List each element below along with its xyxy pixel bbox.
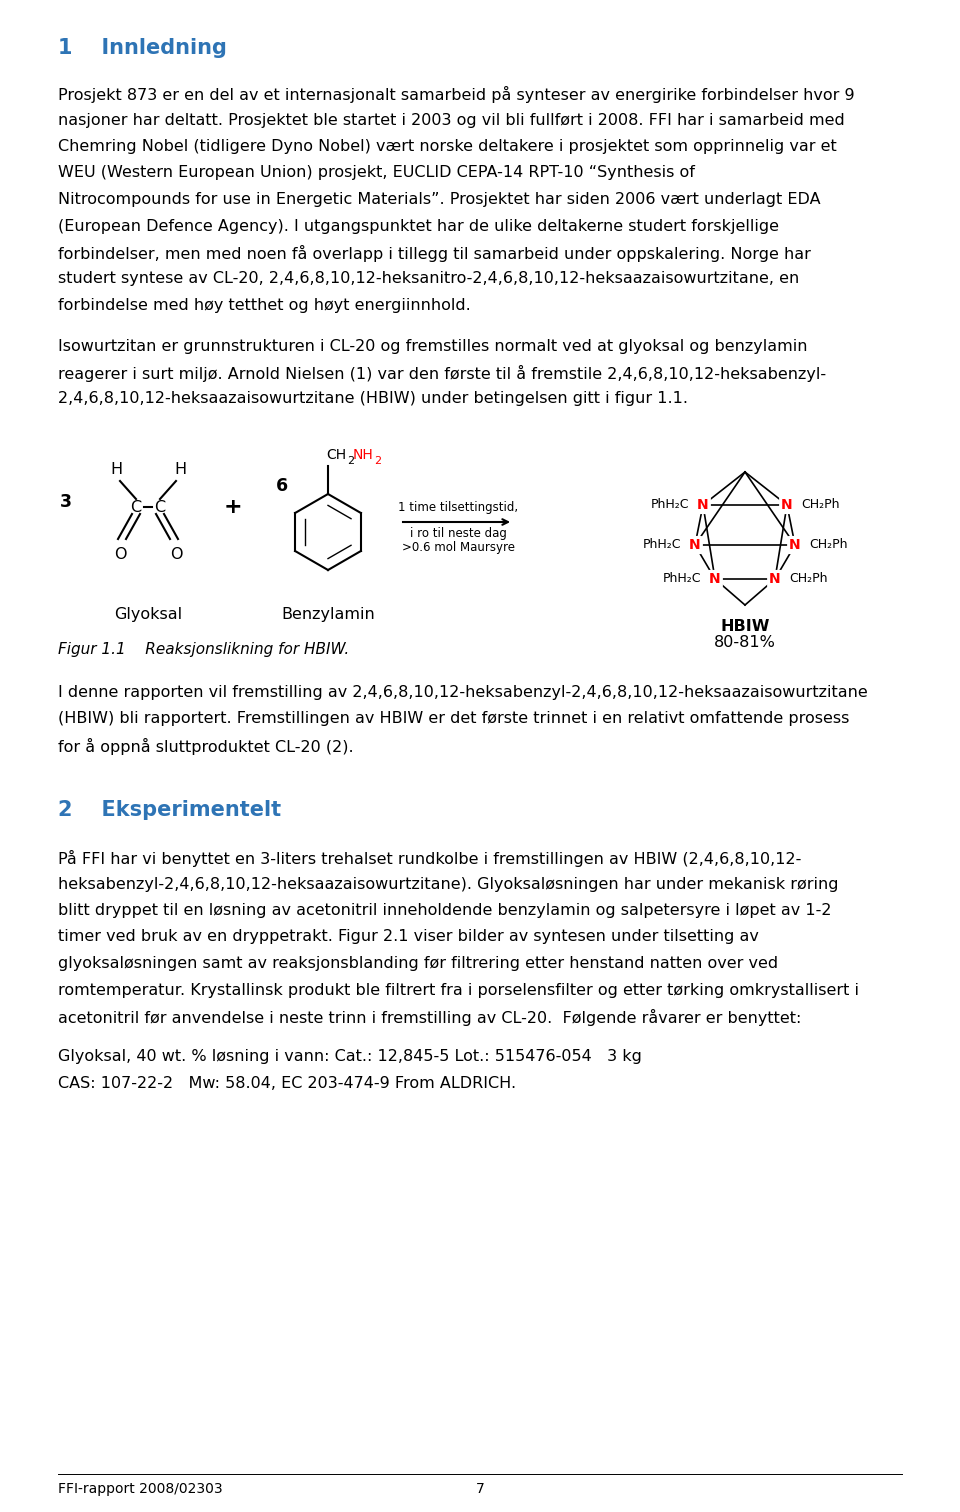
- Text: (HBIW) bli rapportert. Fremstillingen av HBIW er det første trinnet i en relativ: (HBIW) bli rapportert. Fremstillingen av…: [58, 711, 850, 726]
- Text: Chemring Nobel (tidligere Dyno Nobel) vært norske deltakere i prosjektet som opp: Chemring Nobel (tidligere Dyno Nobel) væ…: [58, 139, 837, 154]
- Text: O: O: [113, 547, 127, 562]
- Text: C: C: [155, 499, 165, 514]
- Text: glyoksaløsningen samt av reaksjonsblanding før filtrering etter henstand natten : glyoksaløsningen samt av reaksjonsblandi…: [58, 956, 779, 971]
- Text: forbindelser, men med noen få overlapp i tillegg til samarbeid under oppskalerin: forbindelser, men med noen få overlapp i…: [58, 245, 811, 262]
- Text: romtemperatur. Krystallinsk produkt ble filtrert fra i porselensfilter og etter : romtemperatur. Krystallinsk produkt ble …: [58, 983, 859, 998]
- Text: 2: 2: [374, 457, 381, 466]
- Text: O: O: [170, 547, 182, 562]
- Text: C: C: [131, 499, 141, 514]
- Text: PhH₂C: PhH₂C: [642, 538, 681, 552]
- Text: CH₂Ph: CH₂Ph: [789, 573, 828, 585]
- Text: Isowurtzitan er grunnstrukturen i CL-20 og fremstilles normalt ved at glyoksal o: Isowurtzitan er grunnstrukturen i CL-20 …: [58, 339, 807, 354]
- Text: H: H: [110, 463, 122, 476]
- Text: CH: CH: [326, 448, 347, 463]
- Text: WEU (Western European Union) prosjekt, EUCLID CEPA-14 RPT-10 “Synthesis of: WEU (Western European Union) prosjekt, E…: [58, 165, 695, 180]
- Text: timer ved bruk av en dryppetrakt. Figur 2.1 viser bilder av syntesen under tilse: timer ved bruk av en dryppetrakt. Figur …: [58, 930, 758, 945]
- Text: 7: 7: [475, 1482, 485, 1495]
- Text: I denne rapporten vil fremstilling av 2,4,6,8,10,12-heksabenzyl-2,4,6,8,10,12-he: I denne rapporten vil fremstilling av 2,…: [58, 685, 868, 700]
- Text: 1 time tilsettingstid,: 1 time tilsettingstid,: [398, 500, 518, 514]
- Text: 2,4,6,8,10,12-heksaazaisowurtzitane (HBIW) under betingelsen gitt i figur 1.1.: 2,4,6,8,10,12-heksaazaisowurtzitane (HBI…: [58, 392, 688, 407]
- Text: 2: 2: [347, 457, 354, 466]
- Text: nasjoner har deltatt. Prosjektet ble startet i 2003 og vil bli fullført i 2008. : nasjoner har deltatt. Prosjektet ble sta…: [58, 112, 845, 127]
- Text: for å oppnå sluttproduktet CL-20 (2).: for å oppnå sluttproduktet CL-20 (2).: [58, 738, 353, 754]
- Text: 6: 6: [276, 476, 288, 494]
- Text: CH₂Ph: CH₂Ph: [809, 538, 848, 552]
- Text: reagerer i surt miljø. Arnold Nielsen (1) var den første til å fremstile 2,4,6,8: reagerer i surt miljø. Arnold Nielsen (1…: [58, 364, 827, 383]
- Text: Figur 1.1    Reaksjonslikning for HBIW.: Figur 1.1 Reaksjonslikning for HBIW.: [58, 643, 349, 658]
- Text: 80-81%: 80-81%: [714, 635, 776, 650]
- Text: N: N: [781, 497, 793, 513]
- Text: Glyoksal, 40 wt. % løsning i vann: Cat.: 12,845-5 Lot.: 515476-054   3 kg: Glyoksal, 40 wt. % løsning i vann: Cat.:…: [58, 1049, 642, 1064]
- Text: Prosjekt 873 er en del av et internasjonalt samarbeid på synteser av energirike : Prosjekt 873 er en del av et internasjon…: [58, 86, 854, 103]
- Text: >0.6 mol Maursyre: >0.6 mol Maursyre: [401, 541, 515, 553]
- Text: PhH₂C: PhH₂C: [651, 499, 689, 511]
- Text: i ro til neste dag: i ro til neste dag: [410, 528, 507, 540]
- Text: På FFI har vi benyttet en 3-liters trehalset rundkolbe i fremstillingen av HBIW : På FFI har vi benyttet en 3-liters treha…: [58, 850, 802, 866]
- Text: CH₂Ph: CH₂Ph: [801, 499, 839, 511]
- Text: Glyoksal: Glyoksal: [114, 606, 182, 621]
- Text: PhH₂C: PhH₂C: [662, 573, 701, 585]
- Text: (European Defence Agency). I utgangspunktet har de ulike deltakerne studert fors: (European Defence Agency). I utgangspunk…: [58, 219, 779, 233]
- Text: H: H: [174, 463, 186, 476]
- Text: Nitrocompounds for use in Energetic Materials”. Prosjektet har siden 2006 vært u: Nitrocompounds for use in Energetic Mate…: [58, 192, 821, 207]
- Text: NH: NH: [353, 448, 373, 463]
- Text: 2    Eksperimentelt: 2 Eksperimentelt: [58, 800, 281, 820]
- Text: 1    Innledning: 1 Innledning: [58, 38, 227, 57]
- Text: heksabenzyl-2,4,6,8,10,12-heksaazaisowurtzitane). Glyoksaløsningen har under mek: heksabenzyl-2,4,6,8,10,12-heksaazaisowur…: [58, 877, 838, 892]
- Text: studert syntese av CL-20, 2,4,6,8,10,12-heksanitro-2,4,6,8,10,12-heksaazaisowurt: studert syntese av CL-20, 2,4,6,8,10,12-…: [58, 272, 800, 286]
- Text: 3: 3: [60, 493, 72, 511]
- Text: Benzylamin: Benzylamin: [281, 606, 374, 621]
- Text: forbindelse med høy tetthet og høyt energiinnhold.: forbindelse med høy tetthet og høyt ener…: [58, 298, 470, 313]
- Text: +: +: [224, 497, 242, 517]
- Text: N: N: [689, 538, 701, 552]
- Text: blitt dryppet til en løsning av acetonitril inneholdende benzylamin og salpeters: blitt dryppet til en løsning av acetonit…: [58, 903, 831, 918]
- Text: CAS: 107-22-2   Mw: 58.04, EC 203-474-9 From ALDRICH.: CAS: 107-22-2 Mw: 58.04, EC 203-474-9 Fr…: [58, 1077, 516, 1092]
- Text: N: N: [697, 497, 708, 513]
- Text: N: N: [769, 572, 780, 587]
- Text: N: N: [709, 572, 721, 587]
- Text: HBIW: HBIW: [720, 618, 770, 634]
- Text: N: N: [789, 538, 801, 552]
- Text: acetonitril før anvendelse i neste trinn i fremstilling av CL-20.  Følgende råva: acetonitril før anvendelse i neste trinn…: [58, 1009, 802, 1027]
- Text: FFI-rapport 2008/02303: FFI-rapport 2008/02303: [58, 1482, 223, 1495]
